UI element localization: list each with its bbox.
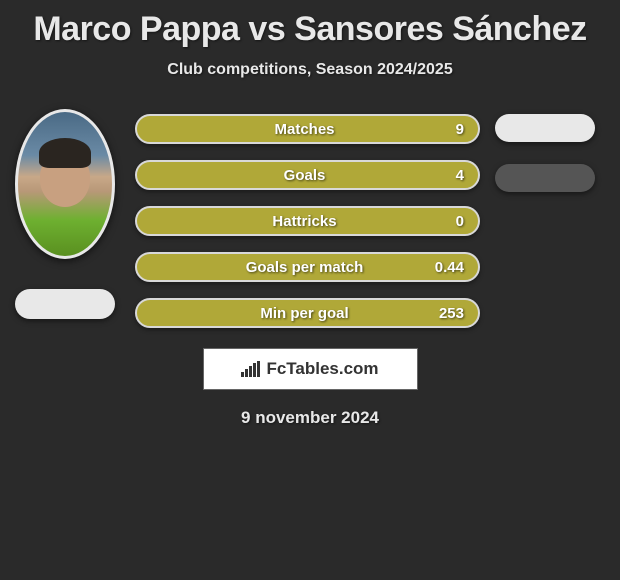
stat-label: Hattricks <box>137 213 432 230</box>
stat-label: Matches <box>137 121 432 138</box>
footer: FcTables.com 9 november 2024 <box>0 348 620 428</box>
stat-value: 0 <box>432 213 464 230</box>
date-text: 9 november 2024 <box>241 408 379 428</box>
stat-label: Min per goal <box>137 305 432 322</box>
stat-bar-min-per-goal: Min per goal 253 <box>135 298 480 328</box>
stats-bars: Matches 9 Goals 4 Hattricks 0 Goals per … <box>135 109 480 328</box>
stat-label: Goals per match <box>137 259 432 276</box>
chart-icon <box>241 361 260 377</box>
player-name-chip-left <box>15 289 115 319</box>
page-title: Marco Pappa vs Sansores Sánchez <box>0 10 620 49</box>
subtitle: Club competitions, Season 2024/2025 <box>0 61 620 79</box>
stat-label: Goals <box>137 167 432 184</box>
stat-bar-goals-per-match: Goals per match 0.44 <box>135 252 480 282</box>
logo-text: FcTables.com <box>266 359 378 379</box>
stat-value: 9 <box>432 121 464 138</box>
logo-box: FcTables.com <box>203 348 418 390</box>
player-right-column <box>495 109 610 192</box>
stat-value: 0.44 <box>432 259 464 276</box>
player-name-chip-right-2 <box>495 164 595 192</box>
infographic-container: Marco Pappa vs Sansores Sánchez Club com… <box>0 0 620 580</box>
player-avatar <box>15 109 115 259</box>
stat-bar-matches: Matches 9 <box>135 114 480 144</box>
player-name-chip-right-1 <box>495 114 595 142</box>
stat-bar-hattricks: Hattricks 0 <box>135 206 480 236</box>
stat-bar-goals: Goals 4 <box>135 160 480 190</box>
player-left-column <box>10 109 120 319</box>
stat-value: 253 <box>432 305 464 322</box>
main-content: Matches 9 Goals 4 Hattricks 0 Goals per … <box>0 109 620 328</box>
stat-value: 4 <box>432 167 464 184</box>
